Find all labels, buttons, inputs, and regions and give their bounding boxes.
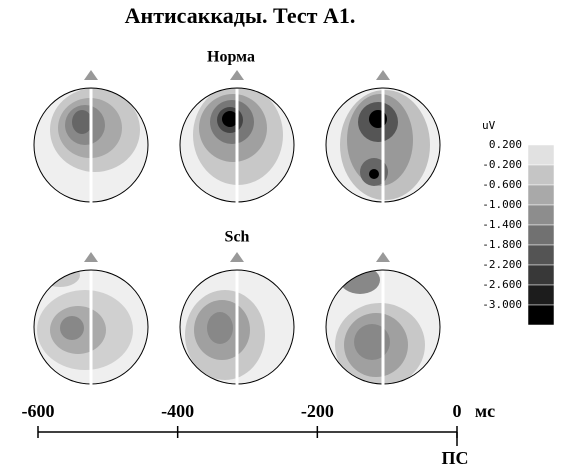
topo-map bbox=[34, 270, 148, 384]
tick-label: -200 bbox=[301, 401, 334, 421]
head-outlines bbox=[33, 70, 441, 385]
tick-label: 0 bbox=[453, 401, 462, 421]
color-scale-label: -1.800 bbox=[482, 238, 522, 251]
panel-label: Норма bbox=[207, 49, 255, 66]
color-scale: 0.200 -0.200 -0.600 -1.000 -1.400 -1.800 -2.20… bbox=[482, 138, 555, 326]
tick-label: -400 bbox=[161, 401, 194, 421]
color-scale-label: -2.200 bbox=[482, 258, 522, 271]
color-box bbox=[527, 284, 555, 306]
color-box bbox=[527, 224, 555, 246]
color-box bbox=[527, 264, 555, 286]
color-box bbox=[527, 244, 555, 266]
color-scale-unit: uV bbox=[482, 119, 496, 132]
axis-unit: мс bbox=[475, 401, 495, 421]
color-box bbox=[527, 184, 555, 206]
color-scale-label: -3.000 bbox=[482, 298, 522, 311]
color-scale-label: -2.600 bbox=[482, 278, 522, 291]
tick-label: -600 bbox=[22, 401, 55, 421]
color-box bbox=[527, 144, 555, 166]
panel-label: Sch bbox=[225, 229, 250, 246]
color-scale-label: -1.400 bbox=[482, 218, 522, 231]
color-scale-label: -1.000 bbox=[482, 198, 522, 211]
color-scale-label: -0.600 bbox=[482, 178, 522, 191]
color-box bbox=[527, 204, 555, 226]
color-box bbox=[527, 164, 555, 186]
event-label: ПС bbox=[442, 448, 469, 468]
time-axis: -600 -400 -200 0 мс ПС bbox=[22, 401, 496, 468]
color-scale-label: -0.200 bbox=[482, 158, 522, 171]
color-box bbox=[527, 304, 555, 326]
color-scale-label: 0.200 bbox=[489, 138, 522, 151]
title: Антисаккады. Тест А1. bbox=[125, 3, 356, 28]
